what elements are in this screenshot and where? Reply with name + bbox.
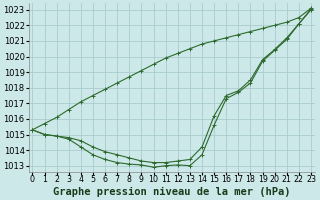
X-axis label: Graphe pression niveau de la mer (hPa): Graphe pression niveau de la mer (hPa) (53, 186, 291, 197)
